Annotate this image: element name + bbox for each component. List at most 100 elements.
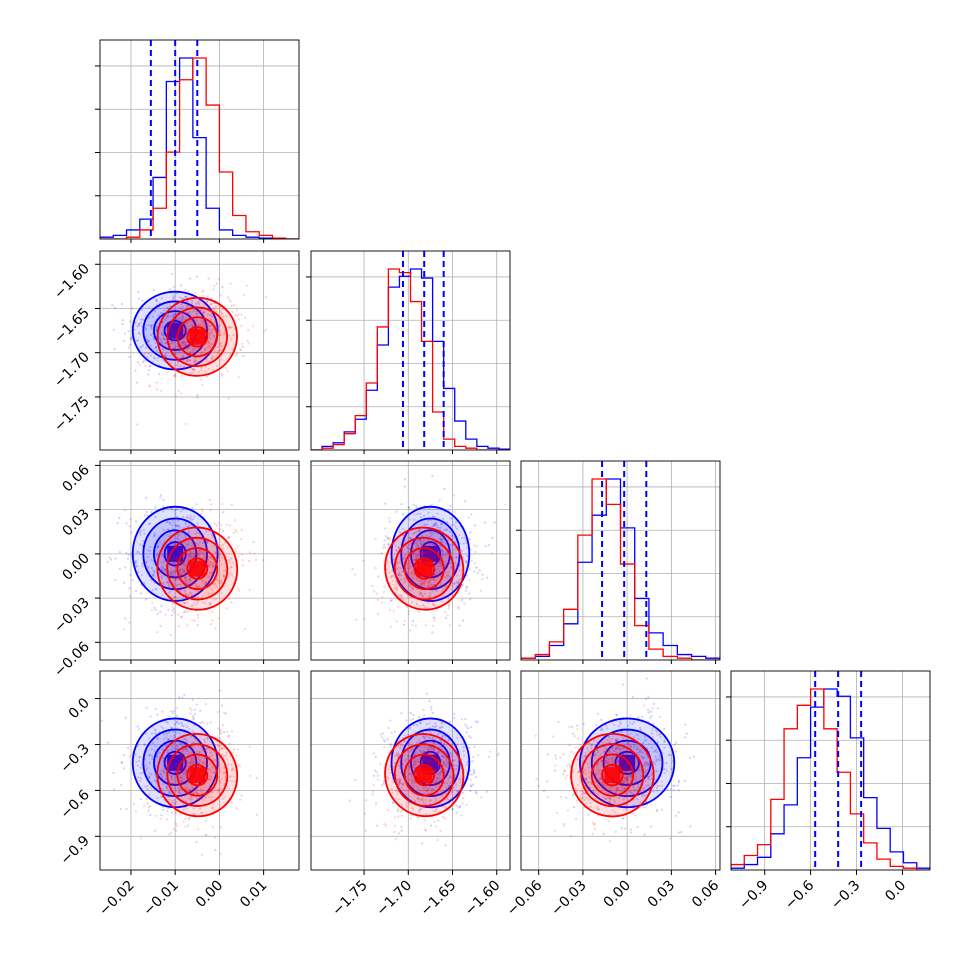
sample-point — [240, 313, 243, 316]
sample-point — [469, 785, 473, 788]
sample-point — [402, 788, 405, 791]
sample-point — [187, 790, 190, 793]
sample-point — [225, 315, 228, 318]
sample-point — [195, 503, 198, 506]
sample-point — [663, 767, 666, 771]
sample-point — [407, 506, 411, 509]
sample-point — [129, 595, 132, 598]
y-tick-label: −1.60 — [51, 261, 93, 303]
sample-point — [217, 278, 220, 281]
sample-point — [417, 796, 420, 799]
sample-point — [227, 536, 231, 540]
sample-point — [142, 359, 145, 362]
sample-point — [225, 607, 228, 610]
sample-point — [184, 422, 187, 425]
sample-point — [648, 777, 651, 781]
sample-point — [209, 303, 212, 306]
sample-point — [202, 761, 205, 764]
sample-point — [435, 762, 438, 766]
sample-point — [406, 758, 409, 761]
sample-point — [226, 370, 229, 373]
sample-point — [185, 321, 189, 324]
sample-point — [180, 344, 183, 348]
sample-point — [215, 322, 218, 325]
sample-point — [590, 743, 593, 747]
sample-point — [106, 741, 109, 744]
sample-point — [173, 770, 176, 773]
sample-point — [684, 736, 687, 739]
sample-point — [430, 503, 433, 507]
sample-point — [159, 493, 162, 497]
sample-point — [209, 786, 212, 789]
sample-point — [185, 787, 188, 790]
sample-point — [145, 510, 148, 513]
sample-point — [404, 580, 407, 583]
sample-point — [220, 556, 224, 559]
sample-point — [214, 567, 217, 571]
sample-point — [183, 729, 186, 732]
sample-point — [198, 302, 201, 306]
sample-point — [186, 560, 189, 563]
sample-point — [411, 579, 414, 582]
sample-point — [589, 801, 592, 804]
sample-point — [434, 579, 438, 582]
sample-point — [603, 750, 606, 753]
sample-point — [183, 569, 186, 572]
sample-point — [458, 781, 462, 784]
sample-point — [182, 738, 185, 741]
sample-point — [402, 763, 405, 767]
sample-point — [150, 566, 154, 569]
sample-point — [452, 494, 455, 497]
sample-point — [438, 562, 442, 565]
sample-point — [162, 757, 165, 760]
sample-point — [419, 552, 422, 555]
sample-point — [415, 555, 418, 558]
sample-point — [410, 712, 413, 715]
sample-point — [208, 752, 212, 755]
sample-point — [439, 526, 442, 529]
sample-point — [438, 560, 441, 563]
sample-point — [148, 762, 151, 765]
y-tick-label: −1.65 — [51, 305, 93, 347]
sample-point — [412, 765, 415, 768]
sample-point — [181, 319, 184, 322]
sample-point — [146, 802, 149, 805]
sample-point — [142, 552, 145, 556]
sample-point — [167, 534, 170, 537]
sample-point — [383, 585, 386, 588]
sample-point — [216, 345, 219, 349]
sample-point — [191, 542, 194, 545]
sample-point — [438, 499, 441, 502]
panel-plot-area — [100, 671, 299, 870]
sample-point — [408, 562, 411, 565]
sample-point — [193, 360, 196, 363]
sample-point — [216, 788, 219, 791]
sample-point — [397, 526, 400, 529]
sample-point — [470, 784, 473, 787]
sample-point — [213, 320, 216, 323]
sample-point — [433, 573, 436, 577]
sample-point — [398, 561, 401, 564]
sample-point — [448, 558, 451, 561]
sample-point — [408, 561, 412, 564]
sample-point — [438, 574, 442, 577]
sample-point — [200, 746, 204, 750]
histogram-red — [100, 57, 299, 239]
sample-point — [211, 315, 215, 318]
sample-point — [427, 788, 430, 791]
sample-point — [432, 603, 435, 607]
sample-point — [656, 741, 659, 744]
sample-point — [200, 300, 203, 303]
sample-point — [462, 791, 465, 794]
sample-point — [563, 824, 566, 827]
sample-point — [432, 616, 435, 619]
sample-point — [212, 565, 216, 568]
panel-plot-area — [100, 40, 299, 239]
sample-point — [184, 523, 187, 526]
sample-point — [640, 774, 643, 777]
sample-point — [470, 513, 473, 516]
sample-point — [139, 346, 142, 349]
sample-point — [203, 762, 206, 766]
sample-point — [215, 556, 219, 559]
sample-point — [399, 578, 403, 581]
